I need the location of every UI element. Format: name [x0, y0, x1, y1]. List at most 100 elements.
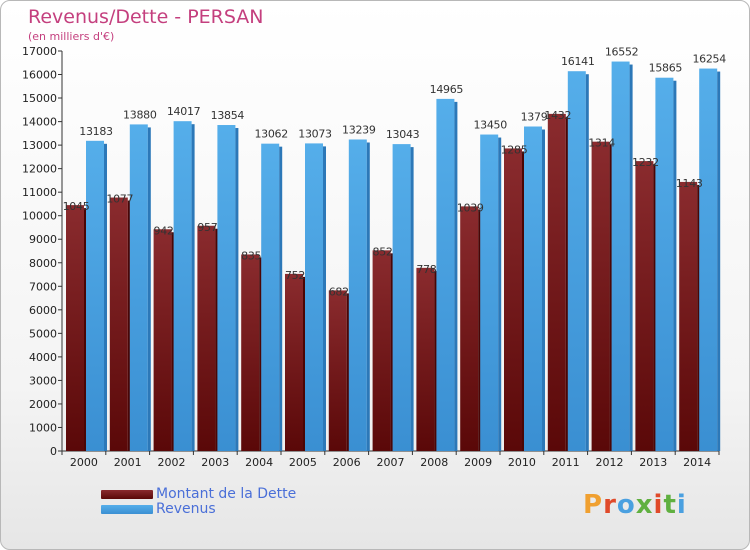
bar-debt-2010 [504, 148, 522, 451]
bar-debt-2005 [285, 273, 303, 451]
bar-debt-side-2008 [434, 270, 438, 451]
legend-swatch-revenue [101, 505, 153, 514]
logo-letter: t [663, 490, 677, 520]
data-label-revenue-2014: 16254 [692, 53, 726, 66]
data-label-debt-2006: 682 [329, 285, 349, 298]
bar-debt-side-2012 [609, 144, 613, 452]
bar-revenue-2004 [261, 143, 280, 452]
y-tick-label: 13000 [22, 139, 57, 152]
bar-debt-side-2003 [215, 228, 219, 451]
bar-debt-2004 [241, 254, 260, 451]
y-tick-label: 16000 [22, 69, 57, 82]
y-tick-label: 0 [50, 445, 57, 458]
data-label-debt-2010: 1285 [501, 143, 528, 156]
bar-revenue-side-2005 [323, 146, 326, 451]
bar-revenue-side-2008 [454, 101, 458, 451]
y-tick-label: 10000 [22, 210, 57, 223]
logo-letter: P [583, 490, 604, 520]
x-tick-label: 2002 [158, 456, 186, 469]
bar-debt-2007 [372, 250, 391, 451]
bar-debt-2011 [547, 113, 566, 451]
y-tick-label: 2000 [29, 398, 57, 411]
x-tick-label: 2006 [333, 456, 361, 469]
bar-revenue-2010 [524, 126, 542, 451]
logo-letter: o [616, 490, 636, 520]
data-label-revenue-2011: 16141 [561, 55, 595, 68]
data-label-debt-2009: 1039 [457, 201, 484, 214]
bar-debt-2009 [460, 206, 479, 451]
data-label-revenue-2001: 13880 [123, 108, 157, 121]
y-tick-label: 8000 [29, 257, 57, 270]
x-tick-label: 2004 [245, 456, 273, 469]
data-label-debt-2003: 957 [197, 221, 217, 234]
legend-label-debt: Montant de la Dette [156, 486, 297, 502]
bar-debt-side-2009 [478, 209, 482, 451]
legend-label-revenue: Revenus [156, 501, 216, 517]
bar-revenue-2000 [86, 140, 104, 451]
data-label-revenue-2013: 15865 [649, 62, 683, 75]
y-tick-label: 1000 [29, 421, 57, 434]
bar-debt-2006 [328, 290, 347, 451]
chart-subtitle: (en milliers d'€) [28, 30, 115, 43]
data-label-revenue-2000: 13183 [79, 125, 113, 138]
bar-debt-side-2002 [171, 232, 175, 451]
data-label-debt-2011: 1432 [544, 109, 571, 122]
y-tick-label: 7000 [29, 280, 57, 293]
data-labels: 1045 13183 1077 13880 942 14017 957 13854 835 130… [63, 46, 727, 299]
bars [66, 61, 721, 452]
bar-revenue-2007 [392, 144, 411, 451]
bar-debt-2003 [197, 225, 216, 451]
logo-letter: x [635, 490, 654, 520]
y-tick-label: 6000 [29, 304, 57, 317]
bar-revenue-side-2002 [191, 124, 195, 451]
bar-revenue-2005 [305, 143, 323, 451]
bar-debt-side-2006 [346, 293, 350, 451]
bar-revenue-2012 [611, 61, 630, 452]
x-tick-label: 2003 [201, 456, 229, 469]
x-tick-label: 2012 [596, 456, 624, 469]
bar-revenue-side-2004 [279, 146, 283, 452]
bar-revenue-side-2011 [585, 74, 589, 451]
bar-revenue-2011 [567, 71, 586, 451]
bar-debt-2012 [591, 141, 610, 452]
data-label-revenue-2002: 14017 [167, 105, 201, 118]
bar-debt-2002 [153, 229, 172, 451]
bar-debt-side-2010 [522, 151, 525, 451]
data-label-revenue-2010: 1379 [521, 111, 548, 124]
x-tick-label: 2013 [639, 456, 667, 469]
data-label-debt-2002: 942 [154, 224, 174, 237]
x-tick-label: 2011 [552, 456, 580, 469]
data-label-debt-2000: 1045 [63, 200, 90, 213]
legend-swatch-debt [101, 490, 153, 499]
y-tick-label: 15000 [22, 92, 57, 105]
chart-title: Revenus/Dette - PERSAN [28, 6, 264, 28]
bar-revenue-2009 [480, 134, 499, 451]
data-label-debt-2004: 835 [241, 249, 261, 262]
logo-letter: i [676, 490, 687, 520]
bar-debt-side-2013 [653, 164, 657, 451]
bar-debt-2001 [109, 197, 128, 451]
y-tick-label: 9000 [29, 233, 57, 246]
data-label-revenue-2012: 16552 [605, 46, 639, 59]
bar-revenue-2008 [436, 98, 455, 451]
x-tick-label: 2000 [70, 456, 98, 469]
data-label-debt-2012: 1314 [588, 137, 615, 150]
bar-debt-2013 [635, 161, 654, 451]
bar-debt-2014 [679, 181, 698, 451]
y-tick-label: 4000 [29, 351, 57, 364]
data-label-debt-2008: 778 [416, 263, 436, 276]
data-label-debt-2007: 852 [373, 245, 393, 258]
bar-debt-side-2011 [565, 116, 569, 451]
bar-debt-side-2000 [84, 208, 87, 451]
x-tick-label: 2007 [377, 456, 405, 469]
bar-debt-2000 [66, 205, 84, 451]
y-tick-label: 3000 [29, 374, 57, 387]
x-tick-label: 2005 [289, 456, 317, 469]
bar-debt-side-2001 [127, 200, 131, 451]
bar-revenue-side-2014 [717, 71, 721, 451]
bar-revenue-side-2013 [673, 80, 677, 452]
data-label-debt-2013: 1232 [632, 156, 659, 169]
x-tick-label: 2014 [683, 456, 711, 469]
